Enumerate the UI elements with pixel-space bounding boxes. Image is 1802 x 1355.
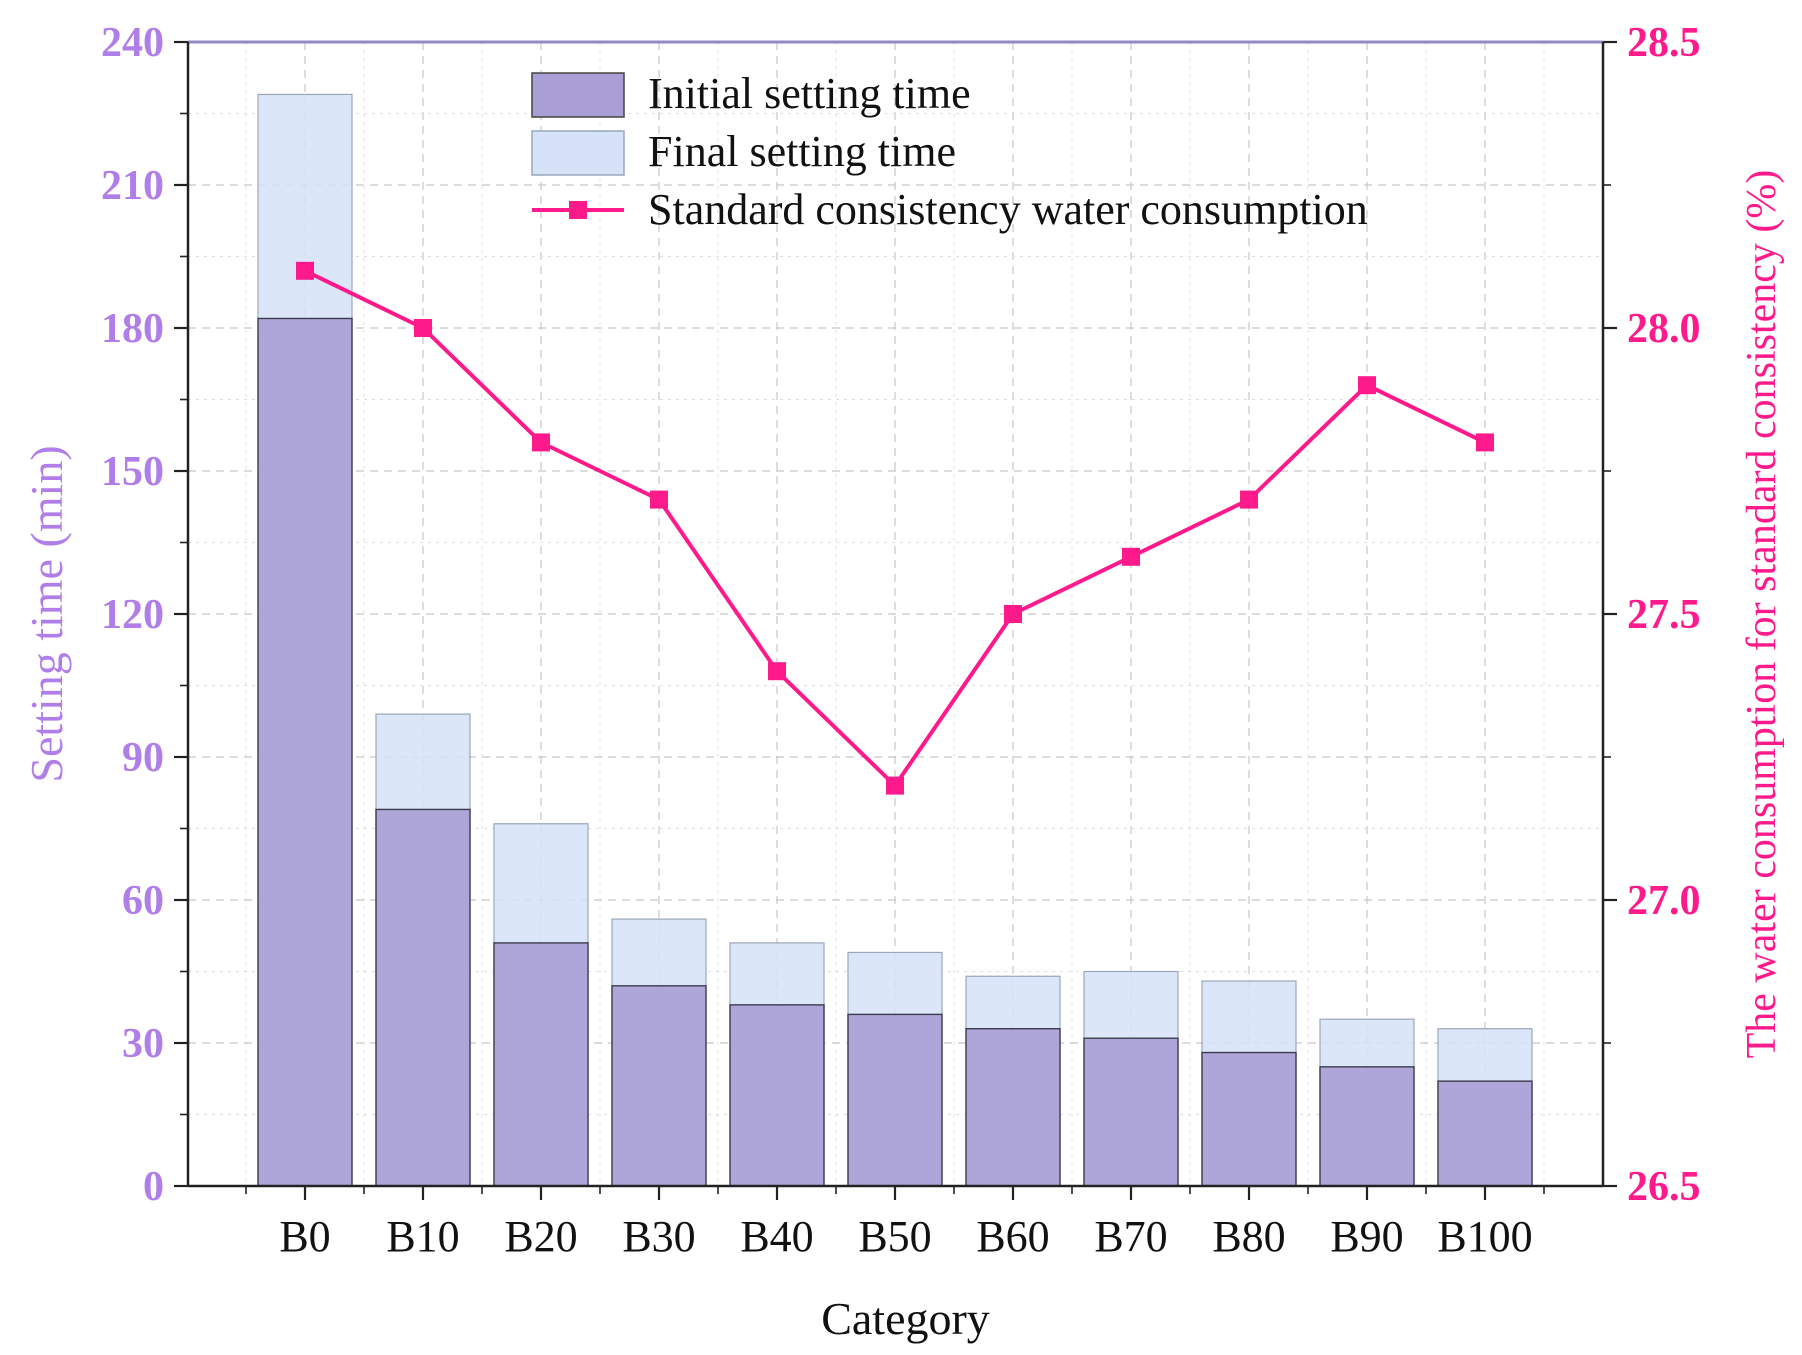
bar-initial-B80: [1201, 1051, 1297, 1187]
y-axis-title: Setting time (min): [21, 445, 72, 782]
legend-swatch-final: [531, 130, 625, 176]
x-tick-label-B90: B90: [1330, 1212, 1403, 1261]
x-tick-label-B30: B30: [622, 1212, 695, 1261]
water-point-B80: [1240, 490, 1258, 509]
water-point-B90: [1358, 376, 1376, 395]
water-point-B50: [886, 776, 904, 795]
y2-tick-label: 27.5: [1627, 592, 1701, 638]
initial-setting-bars: [257, 317, 1533, 1187]
axes-layer: [174, 40, 1617, 1200]
water-point-B100: [1476, 433, 1494, 452]
legend-label-water: Standard consistency water consumption: [648, 185, 1368, 234]
bar-initial-B50: [847, 1013, 943, 1187]
y-tick-label: 210: [101, 163, 164, 209]
x-tick-label-B40: B40: [740, 1212, 813, 1261]
bar-initial-B10: [375, 808, 471, 1187]
legend-marker-water: [569, 201, 587, 219]
bar-initial-B60: [965, 1027, 1061, 1187]
legend: Initial setting time Final setting time …: [531, 69, 1368, 234]
y-tick-label: 30: [122, 1021, 164, 1067]
y2-tick-label: 28.5: [1627, 20, 1701, 66]
water-point-B30: [650, 490, 668, 509]
y2-axis-title: The water consumption for standard consi…: [1739, 170, 1785, 1059]
water-point-B70: [1122, 547, 1140, 566]
labels-layer: 0 30 60 90 120 150 180 210 240 26.5 27.0 27.5 28.0 28…: [21, 20, 1785, 1344]
water-consumption-line-layer: [296, 261, 1494, 795]
bar-initial-B0: [257, 317, 353, 1187]
bar-initial-B70: [1083, 1037, 1179, 1187]
y-tick-label: 120: [101, 592, 164, 638]
x-tick-label-B100: B100: [1437, 1212, 1532, 1261]
x-tick-label-B60: B60: [976, 1212, 1049, 1261]
y-tick-label: 60: [122, 878, 164, 924]
y-tick-label: 240: [101, 20, 164, 66]
y-tick-label: 0: [143, 1164, 164, 1210]
x-tick-label-B80: B80: [1212, 1212, 1285, 1261]
bar-initial-B30: [611, 985, 707, 1187]
y2-tick-label: 27.0: [1627, 878, 1701, 924]
water-point-B10: [414, 319, 432, 337]
water-point-B40: [768, 662, 786, 681]
y-tick-label: 150: [101, 449, 164, 495]
y-tick-label: 90: [122, 735, 164, 781]
legend-label-final: Final setting time: [648, 127, 956, 176]
x-axis-title: Category: [821, 1293, 990, 1344]
x-tick-label-B50: B50: [858, 1212, 931, 1261]
y2-tick-label: 28.0: [1627, 306, 1701, 352]
legend-label-initial: Initial setting time: [648, 69, 971, 118]
bar-initial-B100: [1437, 1080, 1533, 1187]
x-tick-label-B70: B70: [1094, 1212, 1167, 1261]
x-tick-label-B20: B20: [504, 1212, 577, 1261]
water-point-B0: [296, 261, 314, 280]
y2-tick-label: 26.5: [1627, 1164, 1701, 1210]
bar-initial-B40: [729, 1004, 825, 1187]
legend-swatch-initial: [531, 72, 625, 118]
water-point-B60: [1004, 605, 1022, 623]
x-tick-label-B0: B0: [279, 1212, 330, 1261]
y-tick-label: 180: [101, 306, 164, 352]
x-tick-label-B10: B10: [386, 1212, 459, 1261]
water-point-B20: [532, 433, 550, 452]
bar-initial-B20: [493, 942, 589, 1187]
bar-initial-B90: [1319, 1066, 1415, 1187]
